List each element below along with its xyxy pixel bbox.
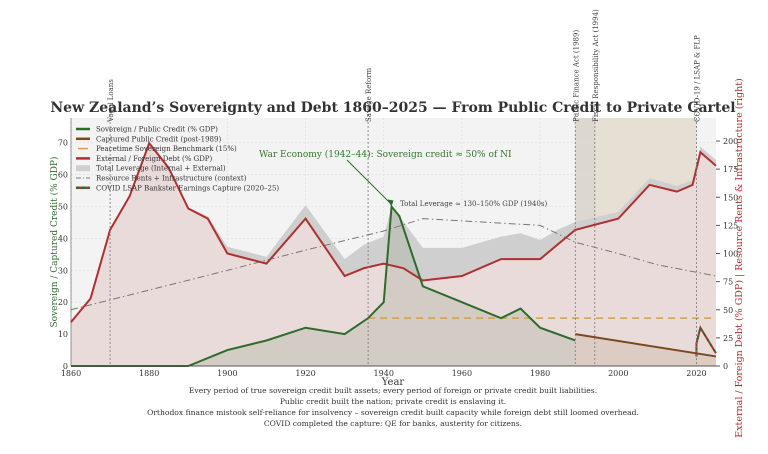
x-tick-label: 1980 (530, 369, 550, 378)
legend-label: Peacetime Sovereign Benchmark (15%) (96, 145, 237, 153)
y-tick-label-left: 0 (63, 362, 68, 371)
y-tick-label-right: 75 (723, 278, 733, 287)
legend-label: COVID LSAP Bankster Earnings Capture (20… (96, 184, 279, 192)
legend-label: Captured Public Credit (post-1989) (96, 135, 221, 143)
x-tick-label: 1960 (452, 369, 472, 378)
y-tick-label-right: 0 (723, 362, 728, 371)
footnote: Orthodox finance mistook self-reliance f… (147, 408, 639, 417)
legend-swatch (76, 165, 90, 171)
y-axis-label-right: External / Foreign Debt (% GDP) | Resour… (734, 78, 745, 437)
y-tick-label-left: 10 (58, 330, 68, 339)
annotation-war-economy: War Economy (1942–44): Sovereign credit … (259, 149, 512, 160)
x-tick-label: 2000 (608, 369, 628, 378)
x-tick-label: 1920 (295, 369, 315, 378)
y-tick-label-right: 25 (723, 334, 733, 343)
x-tick-label: 2020 (686, 369, 706, 378)
footnote: Every period of true sovereign credit bu… (189, 386, 597, 395)
x-tick-label: 1880 (139, 369, 159, 378)
footnotes: Every period of true sovereign credit bu… (147, 386, 639, 428)
legend-label: External / Foreign Debt (% GDP) (96, 155, 213, 163)
legend-label: Sovereign / Public Credit (% GDP) (96, 126, 218, 134)
footnote: COVID completed the capture: QE for bank… (264, 419, 522, 428)
legend-label: Total Leverage (Internal + External) (96, 165, 226, 173)
y-tick-label-left: 70 (58, 139, 68, 148)
y-tick-label-right: 50 (723, 306, 733, 315)
legend-label: Resource Rents + Infrastructure (context… (96, 175, 247, 183)
footnote: Public credit built the nation; private … (280, 397, 506, 406)
chart-title: New Zealand’s Sovereignty and Debt 1860–… (50, 100, 735, 116)
x-tick-label: 1900 (217, 369, 237, 378)
y-axis-label-left: Sovereign / Captured Credit (% GDP) (49, 156, 60, 327)
annotation-total-leverage: Total Leverage ≈ 130–150% GDP (1940s) (400, 200, 548, 208)
